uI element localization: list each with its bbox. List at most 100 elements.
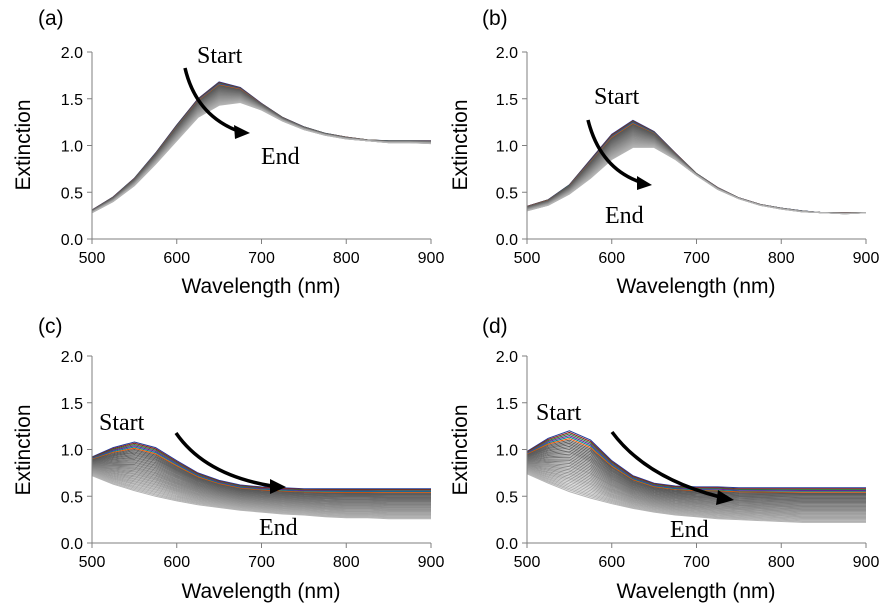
trend-arrow-head bbox=[637, 176, 652, 190]
trend-arrow-head bbox=[270, 479, 286, 494]
spectrum-line bbox=[91, 452, 431, 497]
x-ticks: 500 600 700 800 900 bbox=[514, 239, 879, 267]
spectrum-line bbox=[91, 465, 431, 505]
y-tick-label: 0.5 bbox=[496, 489, 518, 506]
spectrum-line bbox=[526, 448, 866, 499]
spectrum-line bbox=[526, 455, 866, 503]
spectrum-line bbox=[526, 130, 867, 214]
spectrum-line bbox=[526, 123, 867, 214]
spectrum-line bbox=[526, 128, 867, 214]
spectrum-line bbox=[526, 123, 867, 214]
spectrum-line bbox=[526, 464, 866, 509]
y-tick-label: 1.0 bbox=[61, 139, 83, 156]
spectrum-line bbox=[526, 128, 867, 214]
spectrum-line bbox=[526, 124, 867, 214]
spectrum-line bbox=[91, 443, 431, 491]
spectrum-line bbox=[526, 467, 866, 515]
end-label: End bbox=[259, 515, 298, 541]
y-tick-label: 1.0 bbox=[61, 443, 83, 460]
y-axis-label: Extinction bbox=[449, 404, 472, 495]
spectrum-line bbox=[91, 464, 431, 504]
spectrum-line bbox=[91, 442, 431, 490]
spectrum-line bbox=[526, 458, 866, 505]
y-tick-label: 2.0 bbox=[61, 45, 83, 62]
y-tick-label: 0.0 bbox=[496, 536, 518, 553]
spectrum-line bbox=[526, 471, 866, 520]
spectrum-line bbox=[526, 431, 866, 490]
spectrum-line bbox=[526, 447, 866, 499]
x-tick-label: 600 bbox=[163, 250, 190, 267]
x-tick-label: 700 bbox=[248, 250, 275, 267]
y-tick-label: 2.0 bbox=[61, 349, 83, 366]
spectrum-line bbox=[526, 469, 866, 517]
spectrum-line bbox=[526, 469, 866, 518]
y-tick-label: 2.0 bbox=[496, 45, 518, 62]
trend-arrow-head bbox=[234, 125, 250, 139]
spectrum-line bbox=[91, 467, 431, 507]
y-tick-label: 0.5 bbox=[61, 489, 83, 506]
spectrum-line bbox=[526, 464, 866, 510]
spectrum-line bbox=[526, 461, 866, 507]
spectrum-line bbox=[91, 469, 431, 510]
x-axis-label: Wavelength (nm) bbox=[181, 275, 340, 298]
spectrum-line bbox=[526, 471, 866, 521]
y-tick-label: 0.0 bbox=[496, 232, 518, 249]
spectra-lines bbox=[91, 441, 431, 520]
y-tick-label: 0.0 bbox=[61, 232, 83, 249]
spectrum-line bbox=[526, 125, 867, 214]
spectrum-line bbox=[526, 119, 866, 214]
trend-arrow bbox=[610, 430, 721, 499]
x-tick-label: 600 bbox=[163, 554, 190, 571]
end-label: End bbox=[261, 144, 300, 170]
spectrum-line bbox=[526, 130, 867, 214]
trend-arrow bbox=[183, 67, 239, 133]
spectrum-line bbox=[526, 444, 866, 497]
spectrum-line bbox=[91, 474, 431, 518]
spectrum-line bbox=[91, 445, 431, 492]
x-ticks: 500 600 700 800 900 bbox=[79, 239, 445, 267]
x-tick-label: 800 bbox=[768, 554, 795, 571]
spectrum-line bbox=[526, 442, 866, 496]
spectrum-line bbox=[526, 453, 866, 502]
y-tick-label: 2.0 bbox=[496, 349, 518, 366]
panel-label: (b) bbox=[482, 7, 508, 30]
spectrum-line bbox=[526, 467, 866, 514]
spectrum-line bbox=[91, 469, 431, 511]
spectrum-line bbox=[91, 473, 431, 517]
x-tick-label: 900 bbox=[418, 250, 445, 267]
y-axis-label: Extinction bbox=[449, 99, 472, 190]
x-tick-label: 500 bbox=[514, 250, 541, 267]
spectrum-line bbox=[91, 472, 431, 516]
start-label: Start bbox=[197, 43, 243, 69]
spectrum-line bbox=[526, 121, 867, 214]
spectrum-line bbox=[526, 441, 866, 495]
end-label: End bbox=[605, 203, 644, 229]
spectrum-line bbox=[91, 468, 431, 510]
spectrum-line bbox=[526, 129, 867, 214]
spectrum-line bbox=[91, 474, 431, 519]
x-tick-label: 900 bbox=[853, 554, 880, 571]
spectrum-line bbox=[91, 470, 431, 513]
start-label: Start bbox=[594, 84, 640, 110]
spectrum-line bbox=[91, 468, 431, 508]
x-tick-label: 800 bbox=[768, 250, 795, 267]
spectra-lines bbox=[526, 430, 866, 523]
spectrum-line bbox=[91, 470, 431, 512]
spectrum-line bbox=[526, 430, 866, 489]
start-label: Start bbox=[536, 400, 582, 426]
spectra-lines bbox=[526, 119, 867, 215]
spectrum-line bbox=[91, 458, 431, 500]
panel-c: (c) 0.0 0.5 1.0 1.5 2.0 500 600 700 800 900 Wave… bbox=[12, 315, 444, 603]
spectrum-line bbox=[526, 456, 866, 504]
spectrum-line bbox=[91, 461, 431, 502]
spectrum-line bbox=[91, 468, 431, 509]
spectrum-line bbox=[91, 447, 431, 494]
end-label: End bbox=[670, 517, 709, 543]
spectrum-line bbox=[91, 453, 431, 497]
spectrum-line bbox=[526, 466, 866, 513]
panel-label: (c) bbox=[38, 315, 63, 338]
start-label: Start bbox=[99, 410, 145, 436]
spectrum-line bbox=[526, 125, 867, 214]
spectrum-line bbox=[91, 448, 431, 494]
x-tick-label: 700 bbox=[683, 554, 710, 571]
